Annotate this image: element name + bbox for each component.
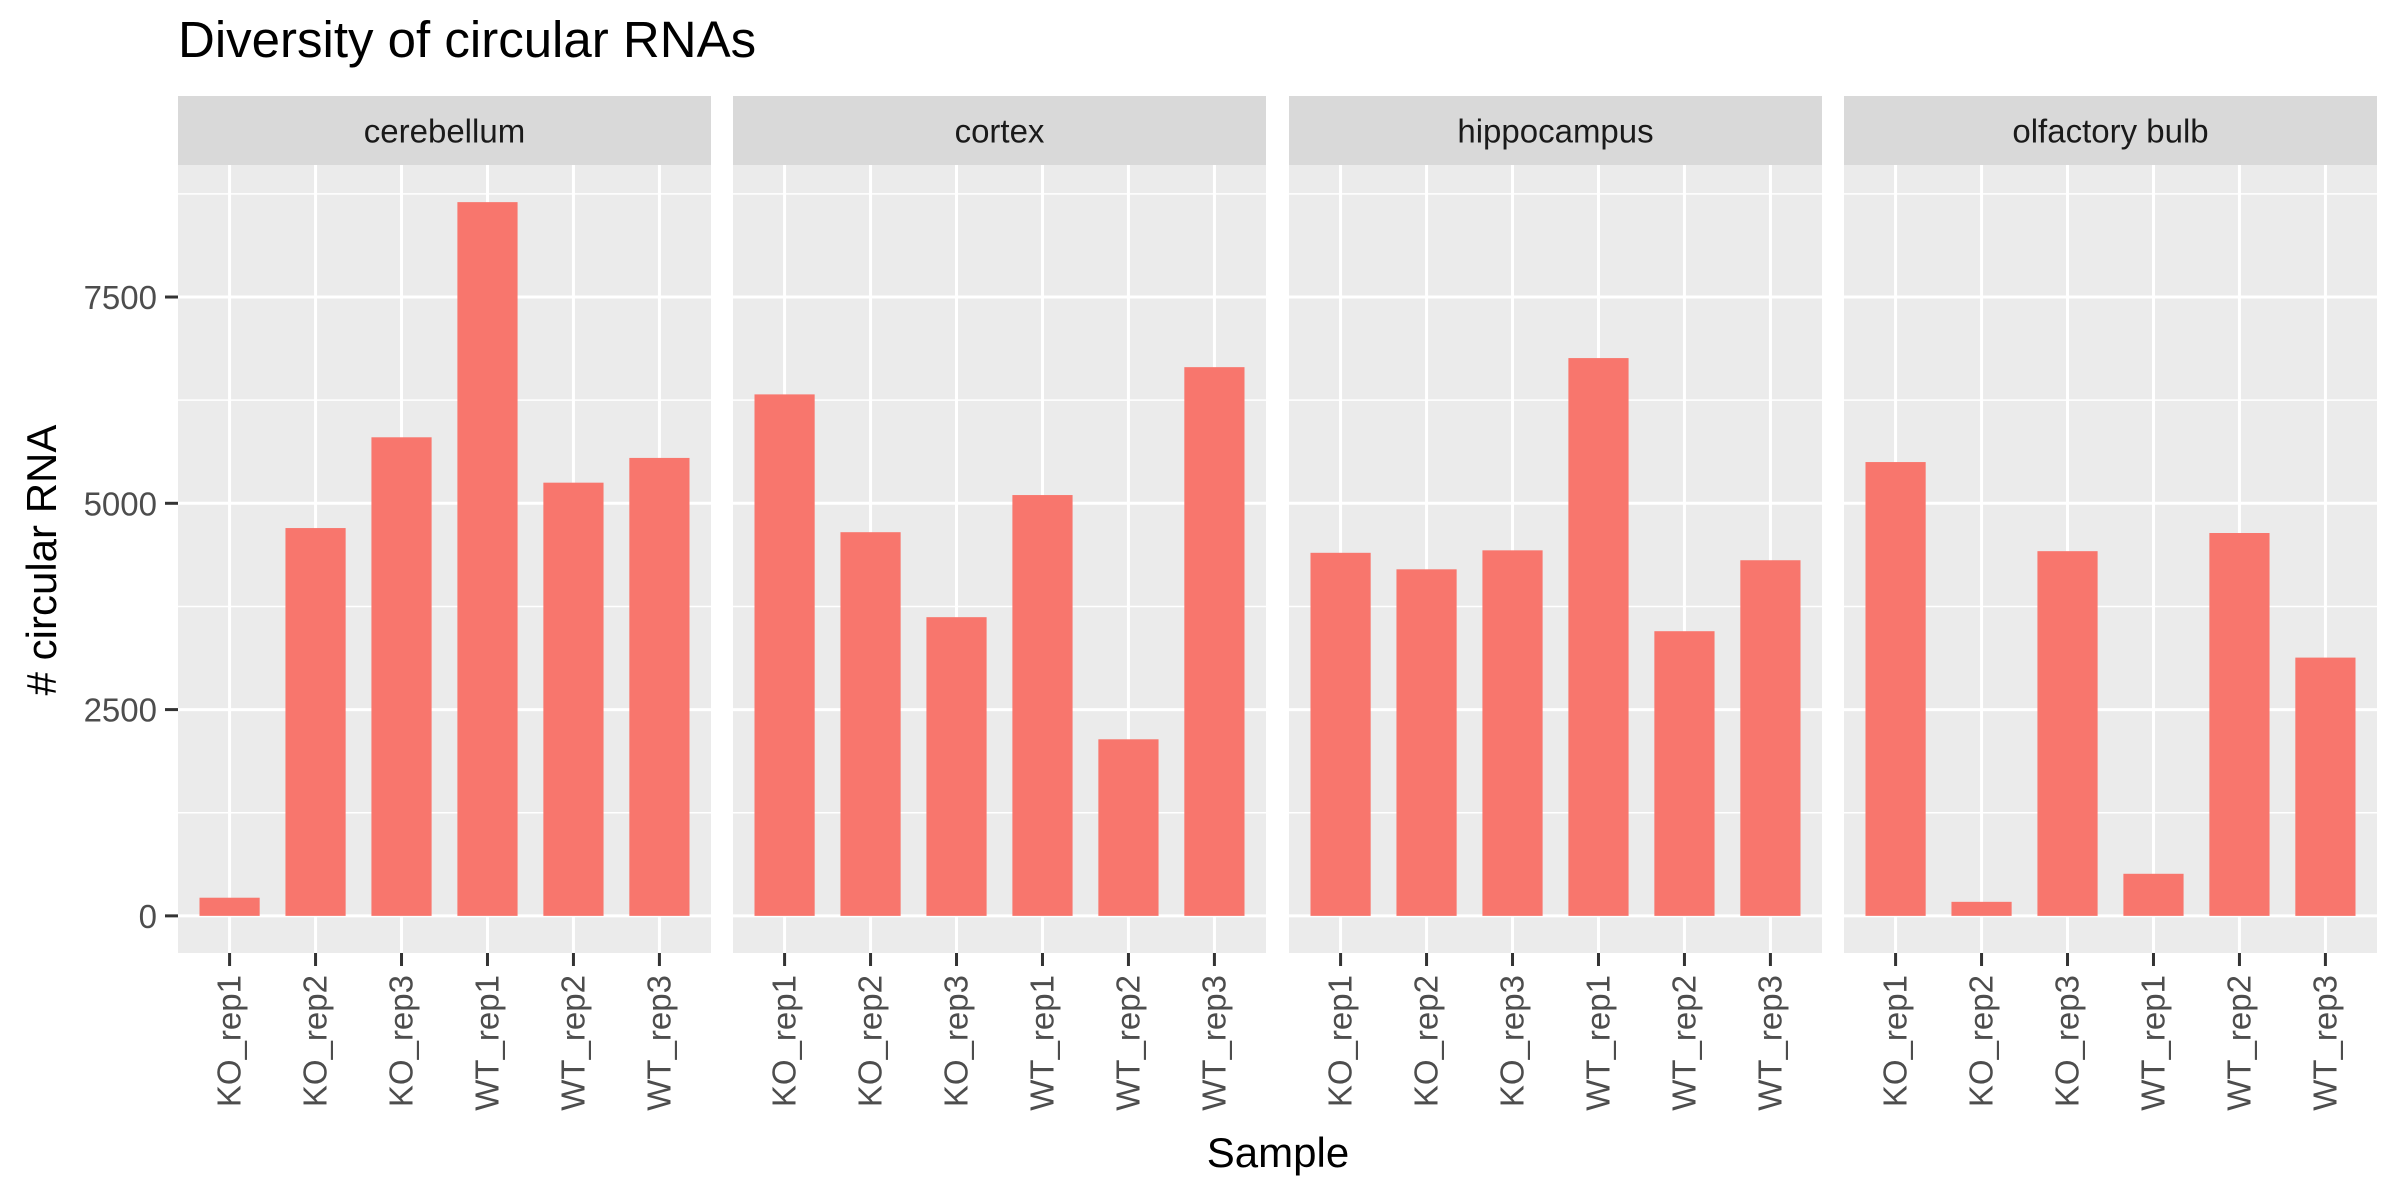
bar: [2123, 873, 2184, 916]
y-tick-label: 5000: [84, 485, 157, 522]
bar: [1740, 560, 1801, 916]
x-tick-label: KO_rep3: [938, 975, 975, 1107]
x-tick-label: WT_rep3: [640, 975, 677, 1111]
y-axis-title: # circular RNA: [18, 425, 65, 696]
y-tick-label: 7500: [84, 279, 157, 316]
bar: [2209, 533, 2270, 916]
facet-strip: [1289, 96, 1822, 165]
facet-strip: [1844, 96, 2377, 165]
bar: [2037, 551, 2098, 916]
x-tick-label: KO_rep1: [1322, 975, 1359, 1107]
facet-panel: cortex KO_rep1 KO_rep2 KO_rep3 WT_rep1 WT_rep…: [733, 96, 1266, 1111]
x-tick-label: WT_rep2: [554, 975, 591, 1111]
facet-strip-label: cerebellum: [364, 113, 525, 150]
y-tick-label: 2500: [84, 692, 157, 729]
x-tick-label: KO_rep1: [211, 975, 248, 1107]
x-tick-label: WT_rep1: [1579, 975, 1616, 1111]
facet-strip-label: olfactory bulb: [2012, 113, 2208, 150]
bar: [1012, 495, 1073, 916]
x-tick-label: WT_rep3: [2306, 975, 2343, 1111]
x-tick-label: KO_rep2: [1408, 975, 1445, 1107]
x-tick-label: KO_rep1: [766, 975, 803, 1107]
x-tick-label: WT_rep1: [468, 975, 505, 1111]
bar: [1482, 550, 1543, 916]
facet-panel: olfactory bulb KO_rep1 KO_rep2 KO_rep3 WT_re…: [1844, 96, 2377, 1111]
bar: [1310, 552, 1371, 916]
x-tick-label: WT_rep1: [2134, 975, 2171, 1111]
facet-strip: [178, 96, 711, 165]
bar: [1184, 367, 1245, 916]
bar: [629, 457, 690, 916]
bar: [457, 202, 518, 916]
plot-layer: 0 2500 5000 7500 cerebellum KO_rep1 KO_rep2 KO_…: [84, 96, 2377, 1111]
x-tick-label: WT_rep1: [1023, 975, 1060, 1111]
bar: [371, 437, 432, 916]
bar: [1654, 631, 1715, 916]
x-tick-label: WT_rep2: [1665, 975, 1702, 1111]
bar: [926, 617, 987, 916]
x-tick-label: KO_rep2: [1963, 975, 2000, 1107]
x-tick-label: WT_rep3: [1195, 975, 1232, 1111]
bar: [285, 528, 346, 916]
facet-strip: [733, 96, 1266, 165]
chart-title: Diversity of circular RNAs: [178, 11, 756, 68]
x-tick-label: WT_rep2: [1109, 975, 1146, 1111]
bar: [1951, 901, 2012, 916]
x-tick-label: KO_rep3: [2049, 975, 2086, 1107]
bar: [199, 897, 260, 916]
x-tick-label: KO_rep2: [297, 975, 334, 1107]
x-tick-label: KO_rep2: [852, 975, 889, 1107]
x-tick-label: KO_rep3: [383, 975, 420, 1107]
bar: [1568, 358, 1629, 916]
bar: [754, 394, 815, 916]
bar: [543, 482, 604, 916]
y-tick-label: 0: [139, 898, 157, 935]
bar: [1865, 462, 1926, 916]
x-axis-title: Sample: [1207, 1129, 1349, 1176]
bar: [840, 532, 901, 916]
x-tick-label: KO_rep3: [1494, 975, 1531, 1107]
facet-strip-label: hippocampus: [1457, 113, 1653, 150]
facet-panel: cerebellum KO_rep1 KO_rep2 KO_rep3 WT_rep1 WT…: [178, 96, 711, 1111]
x-tick-label: WT_rep2: [2220, 975, 2257, 1111]
facet-strip-label: cortex: [955, 113, 1045, 150]
bar: [1098, 739, 1159, 916]
facet-panel: hippocampus KO_rep1 KO_rep2 KO_rep3 WT_rep1 W…: [1289, 96, 1822, 1111]
x-tick-label: KO_rep1: [1877, 975, 1914, 1107]
bar: [2295, 657, 2356, 916]
x-tick-label: WT_rep3: [1751, 975, 1788, 1111]
bar: [1396, 569, 1457, 916]
